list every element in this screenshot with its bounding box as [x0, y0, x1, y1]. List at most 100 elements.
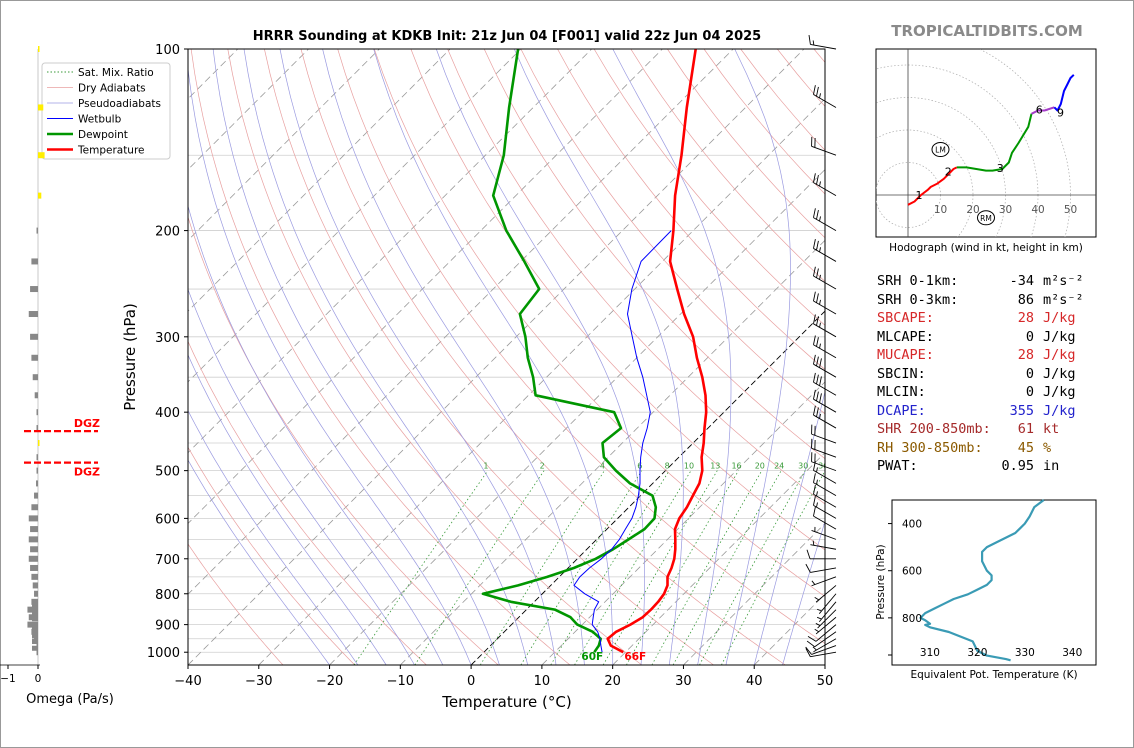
dry-adiabat	[483, 49, 825, 460]
mixing-ratio-line	[414, 470, 545, 665]
legend-label: Wetbulb	[78, 114, 122, 126]
hodo-ring-label: 10	[934, 204, 947, 216]
legend-label: Dry Adiabats	[78, 83, 146, 95]
pseudoadiabat	[435, 49, 645, 665]
barb-full	[816, 374, 819, 385]
index-label: SHR 200-850mb:	[877, 421, 991, 437]
storm-motion-marker	[977, 210, 995, 226]
omega-bar	[36, 649, 38, 656]
skewt-background-lines: 1246810131620243036	[188, 49, 828, 665]
barb-full	[816, 209, 819, 220]
barb-staff	[813, 275, 837, 290]
omega-bar	[32, 374, 38, 381]
isotherm	[188, 49, 663, 525]
omega-bar	[30, 564, 38, 571]
barb-staff	[813, 515, 837, 530]
barb-full	[813, 354, 816, 365]
x-tick-label: 40	[746, 674, 763, 689]
omega-bar	[32, 645, 38, 651]
wind-barb	[811, 424, 837, 444]
omega-bar	[38, 152, 45, 159]
pseudoadiabat	[243, 49, 529, 665]
barb-staff	[813, 182, 837, 196]
wetbulb-line	[573, 230, 672, 653]
index-label: SBCAPE:	[877, 310, 934, 326]
wind-barb	[813, 389, 837, 413]
y-tick-label: 400	[155, 406, 180, 421]
omega-bar	[36, 454, 38, 461]
mixing-ratio-label: 1	[483, 462, 488, 471]
hodo-ring-label: 20	[966, 204, 979, 216]
index-unit: kt	[1043, 421, 1060, 437]
theta-e-y-tick-label: 400	[902, 519, 922, 531]
index-value: 86	[1017, 291, 1034, 308]
omega-bar	[32, 633, 38, 639]
barb-full	[805, 646, 812, 655]
barb-half	[819, 181, 821, 187]
omega-bar	[38, 440, 40, 447]
barb-full	[813, 85, 816, 95]
x-tick-label: −30	[245, 674, 272, 689]
omega-bar	[38, 104, 44, 111]
barb-staff	[813, 363, 837, 378]
barb-staff	[813, 323, 837, 338]
dry-adiabat	[447, 49, 825, 505]
y-tick-label: 100	[155, 43, 180, 58]
barb-staff	[811, 145, 837, 156]
hodo-inner: 10 20 30 40 50 1 2 3 6 9 LM RM	[876, 49, 1096, 237]
dewpoint-line	[481, 49, 658, 653]
omega-bar	[36, 480, 38, 487]
theta-e-line	[919, 499, 1045, 662]
wind-barb	[813, 239, 837, 262]
wind-barb	[816, 601, 837, 623]
barb-full	[816, 407, 819, 417]
pseudoadiabat	[322, 49, 585, 665]
barb-staff	[813, 217, 837, 231]
dry-adiabat	[557, 49, 825, 370]
barb-full	[805, 563, 811, 573]
omega-bar	[32, 625, 38, 631]
dry-adiabat	[373, 49, 825, 597]
isotherm	[188, 49, 734, 595]
mixing-ratio-label: 30	[798, 462, 808, 471]
wind-barb	[813, 335, 837, 359]
pseudoadiabat	[513, 49, 684, 665]
mixing-ratio-label: 36	[818, 462, 828, 471]
dry-adiabat	[300, 49, 786, 665]
barb-half	[819, 413, 821, 419]
x-tick-label: 20	[604, 674, 621, 689]
wind-barb	[808, 35, 837, 50]
barb-full	[816, 356, 819, 367]
mixing-ratio-line	[626, 470, 739, 665]
barb-full	[813, 239, 816, 249]
barb-staff	[817, 609, 837, 629]
barb-half	[819, 247, 821, 253]
barb-staff	[813, 94, 837, 108]
pseudoadiabat	[212, 49, 500, 665]
theta-e-ylabel: Pressure (hPa)	[875, 544, 887, 619]
index-unit: J/kg	[1043, 402, 1076, 419]
pseudoadiabat	[188, 64, 472, 665]
hodo-ring-label: 40	[1031, 204, 1044, 216]
wind-barb	[805, 648, 837, 658]
theta-e-panel: 310 320 330 340 400 600 800	[888, 499, 1097, 666]
barb-staff	[813, 482, 837, 496]
barb-staff	[815, 585, 837, 603]
barb-full	[808, 35, 811, 45]
wind-barb	[812, 638, 837, 653]
skewt-bg-group: 1246810131620243036	[188, 49, 828, 665]
skewt-series-group	[481, 49, 708, 654]
omega-tick-label: −1	[0, 673, 15, 685]
wind-barb	[813, 506, 837, 530]
x-tick-label: 30	[675, 674, 692, 689]
wind-barb	[814, 585, 837, 603]
index-label: SBCIN:	[877, 365, 926, 382]
barb-full	[819, 358, 822, 368]
omega-bar	[28, 555, 38, 562]
barb-staff	[818, 601, 837, 623]
omega-bar	[36, 467, 38, 474]
barb-staff	[811, 576, 837, 587]
dry-adiabat	[264, 49, 714, 665]
mixing-ratio-label: 10	[684, 462, 694, 471]
isotherm	[258, 98, 825, 665]
